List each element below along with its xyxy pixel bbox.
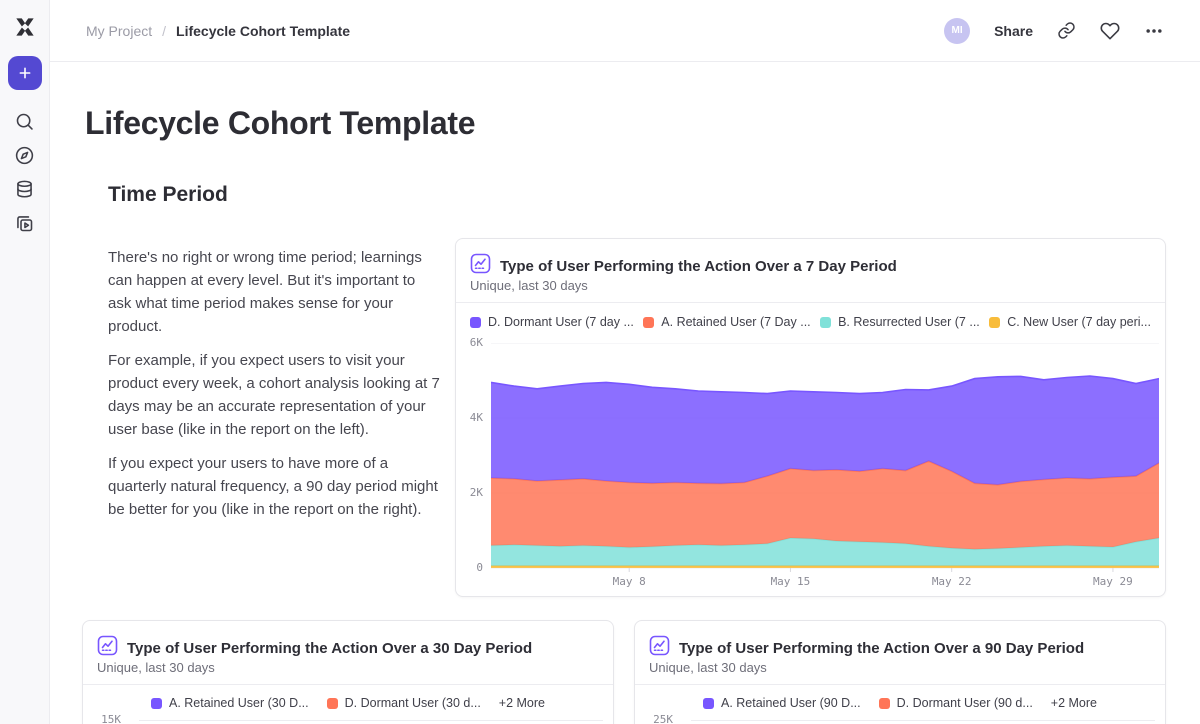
legend-label: D. Dormant User (90 d...: [896, 696, 1033, 710]
create-button[interactable]: [7, 56, 42, 90]
legend-item[interactable]: D. Dormant User (30 d...: [326, 696, 481, 710]
legend-item[interactable]: A. Retained User (7 Day ...: [643, 315, 811, 329]
legend-label: C. New User (7 day peri...: [1007, 315, 1151, 329]
report-card-7-day: Type of User Performing the Action Over …: [455, 238, 1166, 597]
divider: [83, 684, 613, 685]
page-title: Lifecycle Cohort Template: [85, 105, 476, 141]
legend-label: D. Dormant User (7 day ...: [488, 315, 634, 329]
search-icon[interactable]: [6, 104, 44, 138]
legend-item[interactable]: A. Retained User (90 D...: [702, 696, 861, 710]
legend-swatch-icon: [989, 316, 1001, 328]
y-axis-top-tick: 15K: [101, 713, 121, 724]
legend-label: B. Resurrected User (7 ...: [838, 315, 980, 329]
legend-item[interactable]: D. Dormant User (90 d...: [878, 696, 1033, 710]
mixpanel-logo-icon[interactable]: [12, 14, 38, 40]
y-axis-tick-label: 4K: [469, 411, 483, 424]
seven-day-stacked-area-chart[interactable]: May 8 May 15 May 22 May 29: [491, 343, 1159, 589]
chart-legend: A. Retained User (30 D... D. Dormant User…: [97, 691, 599, 715]
chart-band-edge: [491, 537, 1159, 551]
legend-item[interactable]: C. New User (7 day peri...: [989, 315, 1151, 329]
gridline: [691, 720, 1155, 721]
boards-icon[interactable]: [6, 206, 44, 240]
paragraph: For example, if you expect users to visi…: [108, 352, 440, 438]
insights-chart-icon: [649, 635, 670, 661]
breadcrumb-project[interactable]: My Project: [86, 22, 153, 39]
y-axis-tick-label: 0: [476, 561, 483, 574]
topbar-actions: MI Share: [944, 17, 1164, 44]
legend-swatch-icon: [470, 316, 481, 328]
plus-icon: [19, 67, 30, 79]
chart-legend: D. Dormant User (7 day ... A. Retained Us…: [470, 310, 1151, 334]
copy-link-icon[interactable]: [1057, 21, 1076, 40]
legend-item[interactable]: B. Resurrected User (7 ...: [820, 315, 980, 329]
avatar[interactable]: MI: [944, 17, 971, 44]
x-axis-tick-label: May 29: [1093, 575, 1133, 588]
x-axis-tick-label: May 8: [613, 575, 646, 588]
chart-area-band: [491, 538, 1159, 566]
y-axis-labels: 0 2K 4K 6K: [456, 336, 483, 574]
legend-label: A. Retained User (7 Day ...: [661, 315, 811, 329]
report-subtitle: Unique, last 30 days: [97, 660, 215, 675]
sidebar: [0, 0, 50, 724]
legend-label: A. Retained User (90 D...: [720, 696, 861, 710]
report-title[interactable]: Type of User Performing the Action Over …: [127, 639, 533, 657]
section-text: There's no right or wrong time period; l…: [108, 246, 442, 532]
legend-swatch-icon: [326, 697, 338, 709]
legend-item[interactable]: D. Dormant User (7 day ...: [470, 315, 634, 329]
legend-swatch-icon: [643, 316, 655, 328]
report-card-30-day: Type of User Performing the Action Over …: [82, 620, 614, 724]
top-bar: My Project / Lifecycle Cohort Template M…: [50, 0, 1200, 62]
report-subtitle: Unique, last 30 days: [649, 660, 767, 675]
legend-label: A. Retained User (30 D...: [168, 696, 309, 710]
paragraph: If you expect your users to have more of…: [108, 455, 438, 518]
divider: [456, 302, 1165, 303]
legend-swatch-icon: [150, 697, 162, 709]
y-axis-top-tick: 25K: [653, 713, 673, 724]
more-options-icon[interactable]: [1144, 21, 1164, 41]
report-subtitle: Unique, last 30 days: [470, 278, 588, 293]
legend-more-button[interactable]: +2 More: [1050, 696, 1098, 710]
legend-more-button[interactable]: +2 More: [498, 696, 546, 710]
legend-swatch-icon: [702, 697, 714, 709]
breadcrumb-current: Lifecycle Cohort Template: [176, 22, 351, 39]
x-axis-tick-label: May 15: [771, 575, 811, 588]
report-title[interactable]: Type of User Performing the Action Over …: [500, 257, 897, 275]
main-area: My Project / Lifecycle Cohort Template M…: [50, 0, 1200, 724]
legend-swatch-icon: [878, 697, 890, 709]
gridline: [139, 720, 603, 721]
x-axis-tick-label: May 22: [932, 575, 972, 588]
favorite-heart-icon[interactable]: [1100, 21, 1120, 41]
y-axis-tick-label: 2K: [469, 486, 483, 499]
divider: [635, 684, 1165, 685]
chart-legend: A. Retained User (90 D... D. Dormant User…: [649, 691, 1151, 715]
explore-compass-icon[interactable]: [6, 138, 44, 172]
report-card-90-day: Type of User Performing the Action Over …: [634, 620, 1166, 724]
report-title[interactable]: Type of User Performing the Action Over …: [679, 639, 1085, 657]
paragraph: There's no right or wrong time period; l…: [108, 249, 422, 335]
chart-area-band: [491, 376, 1159, 485]
insights-chart-icon: [97, 635, 118, 661]
board-content: Lifecycle Cohort Template Time Period Th…: [50, 62, 1200, 724]
chart-band-edge: [491, 375, 1159, 395]
breadcrumb-separator: /: [162, 22, 167, 39]
y-axis-tick-label: 6K: [469, 336, 483, 349]
legend-label: D. Dormant User (30 d...: [344, 696, 481, 710]
section-title: Time Period: [108, 183, 228, 206]
legend-item[interactable]: A. Retained User (30 D...: [150, 696, 309, 710]
legend-swatch-icon: [820, 316, 832, 328]
data-database-icon[interactable]: [6, 172, 44, 206]
insights-chart-icon: [470, 253, 491, 279]
share-button[interactable]: Share: [994, 22, 1033, 39]
